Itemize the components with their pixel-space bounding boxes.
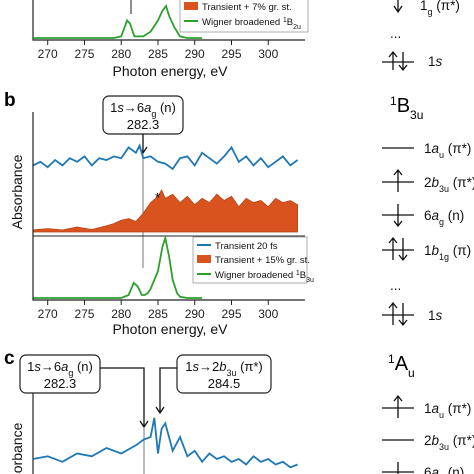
orbital-c-6ag: 6ag (n): [424, 465, 464, 474]
panel-b-x-label: Photon energy, eV: [113, 321, 229, 337]
panel-c-orbitals: 1au (π*) 2b3u (π*) 6ag (n): [382, 394, 474, 474]
panel-b-legend: Transient 20 fs Transient + 15% gr. st. …: [192, 236, 314, 284]
x-tick-label: 300: [258, 307, 278, 321]
legend-b-blue: Transient 20 fs: [215, 241, 278, 252]
x-tick-label: 280: [111, 47, 131, 61]
panel-b-orbitals: 1au (π*) 2b3u (π*) 6ag (n) 1b1g (π) ... …: [382, 141, 474, 327]
up-arrow-icon: [388, 301, 398, 325]
panel-b-x-ticks: 270 275 280 285 290 295 300: [38, 300, 279, 321]
x-tick-label: 285: [148, 307, 168, 321]
annotation-b-energy: 282.3: [127, 117, 160, 132]
down-arrow-icon: [398, 52, 408, 72]
x-tick-label: 295: [221, 47, 241, 61]
panel-a-orbitals: 1g (π*) ... 1s: [382, 0, 460, 72]
x-tick-label: 275: [74, 307, 94, 321]
legend-orange-swatch: [184, 2, 198, 10]
annotation-c1-arrow-icon: [100, 367, 149, 429]
panel-c-annotation-1: 1s→6ag (n) 282.3: [19, 354, 149, 474]
panel-b-y-label: Absorbance: [9, 154, 25, 229]
up-arrow-icon: [393, 394, 403, 418]
orbital-1au: 1au (π*): [424, 141, 471, 160]
x-tick-label: 285: [148, 47, 168, 61]
up-arrow-icon: [388, 50, 398, 70]
legend-orange-swatch: [197, 255, 211, 263]
down-arrow-icon: [398, 303, 408, 327]
down-arrow-icon: [393, 0, 403, 14]
x-tick-label: 295: [221, 307, 241, 321]
legend-b-green: Wigner broadened 1B3u: [215, 270, 314, 284]
annotation-b-transition: 1s→6ag (n): [110, 100, 176, 119]
panel-c-state: 1Au: [388, 352, 415, 380]
orbital-sub: g: [428, 7, 433, 17]
panel-b-annotation: 1s→6ag (n) 282.3: [102, 95, 184, 268]
up-arrow-icon: [388, 236, 398, 260]
annotation-c2-transition: 1s→2b3u (π*): [185, 359, 263, 378]
x-tick-label: 270: [38, 47, 58, 61]
panel-b-state: 1B3u: [390, 94, 423, 122]
panel-c-blue-line: [32, 417, 298, 469]
panel-a: 270 275 280 285 290 295 300 Photon energy, eV …: [32, 0, 460, 79]
panel-c-y-label: Absorbance: [9, 422, 25, 474]
annotation-c1-energy: 282.3: [44, 376, 77, 391]
panel-a-axes: [32, 0, 305, 41]
panel-b-axes: [32, 112, 305, 301]
orbital-6ag: 6ag (n): [424, 208, 464, 227]
legend-a-transient: Transient + 7% gr. st.: [202, 2, 292, 13]
orbital-1b1g: 1b1g (π): [424, 243, 471, 262]
x-tick-label: 270: [38, 307, 58, 321]
panel-b-asterisk: *: [155, 190, 160, 205]
orbital-c-2b3u: 2b3u (π*): [424, 433, 474, 452]
panel-c-annotation-2: 1s→2b3u (π*) 284.5: [155, 354, 272, 415]
x-tick-label: 290: [185, 47, 205, 61]
panel-a-orbital-1s: 1s: [428, 54, 443, 69]
down-arrow-icon: [398, 238, 408, 262]
orbital-c-1au: 1au (π*): [424, 401, 471, 420]
legend-a-wigner: Wigner broadened 1B2u: [202, 17, 301, 31]
panel-a-legend: Transient + 7% gr. st. Wigner broadened …: [179, 0, 309, 33]
orbital-ellipsis: ...: [390, 278, 401, 293]
x-tick-label: 275: [74, 47, 94, 61]
panel-b-blue-line: [32, 143, 299, 171]
up-arrow-icon: [393, 168, 403, 192]
legend-b-orange: Transient + 15% gr. st.: [215, 255, 310, 266]
annotation-c2-energy: 284.5: [208, 376, 241, 391]
orbital-1s: 1s: [428, 308, 443, 323]
annotation-c2-arrow-icon: [155, 367, 177, 415]
orbital-2b3u: 2b3u (π*): [424, 175, 474, 194]
annotation-c1-transition: 1s→6ag (n): [27, 359, 93, 378]
panel-a-orbital-fragment: 1g (π*): [420, 0, 460, 17]
panel-b: b Absorbance 1s→6ag (n) 282.3 * 270 275 28…: [4, 90, 474, 337]
x-tick-label: 280: [111, 307, 131, 321]
down-arrow-icon: [393, 204, 403, 228]
panel-c-letter: c: [4, 348, 15, 369]
panel-a-wigner-line: [33, 4, 203, 39]
x-tick-label: 290: [185, 307, 205, 321]
x-tick-label: 300: [258, 47, 278, 61]
panel-a-x-ticks: 270 275 280 285 290 295 300: [38, 40, 279, 61]
panel-a-x-label: Photon energy, eV: [113, 63, 229, 79]
panel-b-letter: b: [4, 90, 16, 111]
panel-c: c Absorbance 1s→6ag (n) 282.3 1s→2b3u (π…: [4, 348, 474, 474]
panel-a-ellipsis: ...: [390, 26, 401, 41]
panel-b-orange-area: [32, 189, 299, 233]
panel-b-green-line: [33, 234, 203, 299]
